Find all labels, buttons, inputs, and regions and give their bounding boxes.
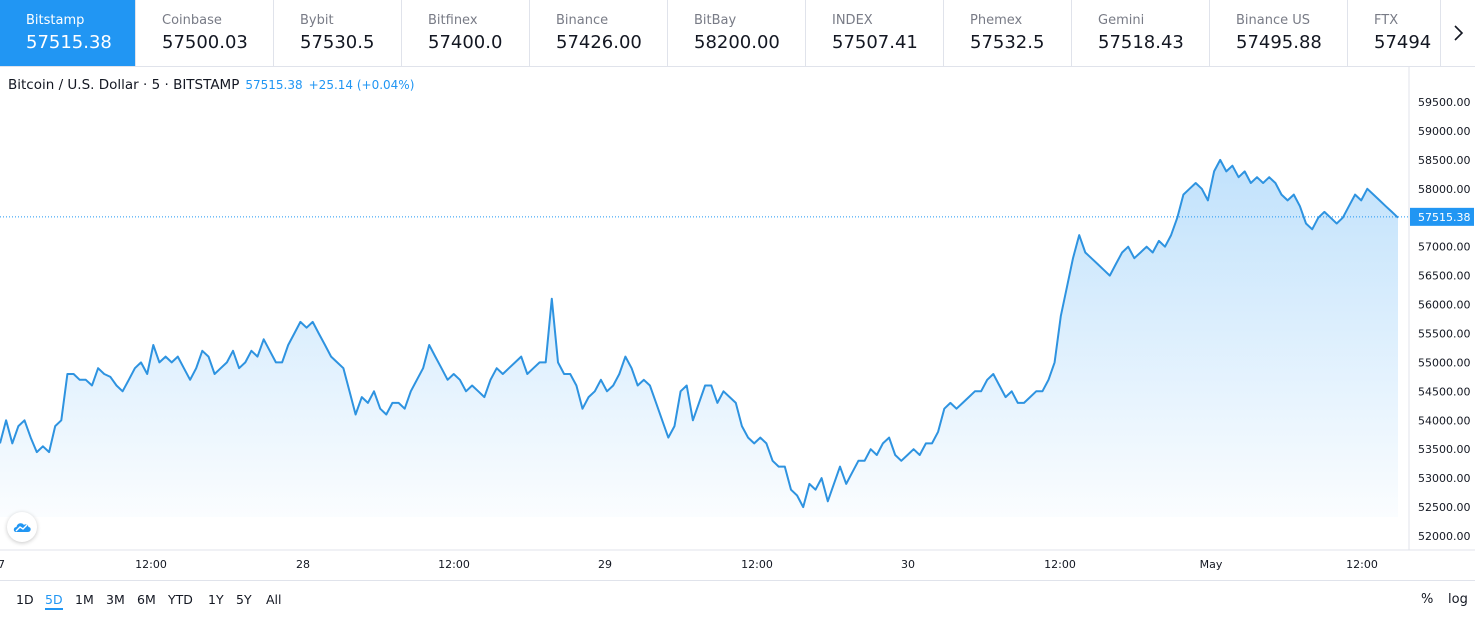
y-tick-label: 52500.00	[1418, 501, 1471, 514]
y-tick-label: 55000.00	[1418, 356, 1471, 369]
x-tick-label: 12:00	[1044, 558, 1076, 571]
exchange-tab-index[interactable]: INDEX 57507.41	[806, 0, 944, 66]
exchange-price: 57532.5	[970, 32, 1045, 53]
exchange-name: Bybit	[300, 13, 334, 28]
x-tick-label: 28	[296, 558, 310, 571]
last-price-badge	[1410, 207, 1474, 226]
chevron-right-icon	[1454, 25, 1464, 41]
y-tick-label: 52000.00	[1418, 530, 1471, 543]
y-tick-label: 56500.00	[1418, 270, 1471, 283]
exchange-tab-ftx[interactable]: FTX 57494	[1348, 0, 1446, 66]
x-tick-label: 30	[901, 558, 915, 571]
exchange-name: BitBay	[694, 13, 737, 28]
cloud-chart-icon	[13, 523, 31, 532]
exchange-name: Gemini	[1098, 13, 1145, 28]
y-tick-label: 58500.00	[1418, 154, 1471, 167]
range-toolbar: % log 1D 5D 1M 3M 6M YTD 1Y 5Y All	[0, 580, 1475, 617]
exchange-price: 57495.88	[1236, 32, 1322, 53]
exchange-price: 57400.0	[428, 32, 503, 53]
range-button-5y[interactable]: 5Y	[236, 592, 252, 607]
tabs-scroll-right-button[interactable]	[1440, 0, 1475, 66]
exchange-tab-bitbay[interactable]: BitBay 58200.00	[668, 0, 806, 66]
x-tick-label: 12:00	[1346, 558, 1378, 571]
exchange-name: Binance	[556, 13, 609, 28]
y-tick-label: 59500.00	[1418, 96, 1471, 109]
percent-scale-toggle[interactable]: %	[1421, 592, 1434, 607]
y-tick-label: 56000.00	[1418, 299, 1471, 312]
chart-legend: Bitcoin / U.S. Dollar · 5 · BITSTAMP 5751…	[8, 77, 414, 93]
exchange-name: Phemex	[970, 13, 1023, 28]
exchange-name: Bitstamp	[26, 13, 85, 28]
range-button-1d[interactable]: 1D	[16, 592, 34, 607]
exchange-name: INDEX	[832, 13, 873, 28]
exchange-name: Binance US	[1236, 13, 1311, 28]
range-button-1m[interactable]: 1M	[75, 592, 94, 607]
exchange-price: 57530.5	[300, 32, 375, 53]
exchange-tab-bybit[interactable]: Bybit 57530.5	[274, 0, 402, 66]
y-tick-label: 58000.00	[1418, 183, 1471, 196]
exchange-price: 57426.00	[556, 32, 642, 53]
y-tick-label: 54500.00	[1418, 385, 1471, 398]
y-tick-label: 53500.00	[1418, 443, 1471, 456]
exchange-tab-binance-us[interactable]: Binance US 57495.88	[1210, 0, 1348, 66]
exchange-tab-phemex[interactable]: Phemex 57532.5	[944, 0, 1072, 66]
y-tick-label: 53000.00	[1418, 472, 1471, 485]
y-tick-label: 57000.00	[1418, 241, 1471, 254]
range-button-all[interactable]: All	[266, 592, 282, 607]
exchange-tab-binance[interactable]: Binance 57426.00	[530, 0, 668, 66]
last-price-label: 57515.38	[1418, 211, 1471, 224]
y-tick-label: 54000.00	[1418, 414, 1471, 427]
exchange-price: 57494	[1374, 32, 1432, 53]
exchange-name: Coinbase	[162, 13, 222, 28]
exchange-tab-bitfinex[interactable]: Bitfinex 57400.0	[402, 0, 530, 66]
exchange-tab-gemini[interactable]: Gemini 57518.43	[1072, 0, 1210, 66]
exchange-price: 57518.43	[1098, 32, 1184, 53]
x-tick-label: 12:00	[135, 558, 167, 571]
range-button-ytd[interactable]: YTD	[168, 592, 193, 607]
exchange-tab-bitstamp[interactable]: Bitstamp 57515.38	[0, 0, 136, 66]
x-tick-label: May	[1200, 558, 1223, 571]
exchange-name: FTX	[1374, 13, 1399, 28]
price-area-fill	[0, 159, 1398, 517]
x-tick-label: 12:00	[438, 558, 470, 571]
range-button-5d[interactable]: 5D	[45, 592, 63, 610]
exchange-tab-coinbase[interactable]: Coinbase 57500.03	[136, 0, 274, 66]
x-tick-label: 29	[598, 558, 612, 571]
exchange-price: 57515.38	[26, 32, 112, 53]
exchange-tabs: Bitstamp 57515.38 Coinbase 57500.03 Bybit 575…	[0, 0, 1475, 67]
exchange-name: Bitfinex	[428, 13, 478, 28]
price-change: +25.14 (+0.04%)	[308, 78, 415, 92]
price-line	[0, 158, 1399, 509]
log-scale-toggle[interactable]: log	[1448, 592, 1468, 607]
exchange-price: 57507.41	[832, 32, 918, 53]
range-button-1y[interactable]: 1Y	[208, 592, 224, 607]
price-chart[interactable]: 59500.0059000.0058500.0058000.0057500.00…	[0, 67, 1475, 580]
exchange-price: 58200.00	[694, 32, 780, 53]
tradingview-logo-button[interactable]	[7, 512, 37, 542]
x-tick-label: 12:00	[741, 558, 773, 571]
y-tick-label: 55500.00	[1418, 327, 1471, 340]
range-button-3m[interactable]: 3M	[106, 592, 125, 607]
range-button-6m[interactable]: 6M	[137, 592, 156, 607]
symbol-title: Bitcoin / U.S. Dollar · 5 · BITSTAMP	[8, 77, 240, 93]
x-tick-label: 27	[0, 558, 5, 571]
y-tick-label: 59000.00	[1418, 125, 1471, 138]
exchange-price: 57500.03	[162, 32, 248, 53]
last-price-value: 57515.38	[245, 78, 303, 92]
